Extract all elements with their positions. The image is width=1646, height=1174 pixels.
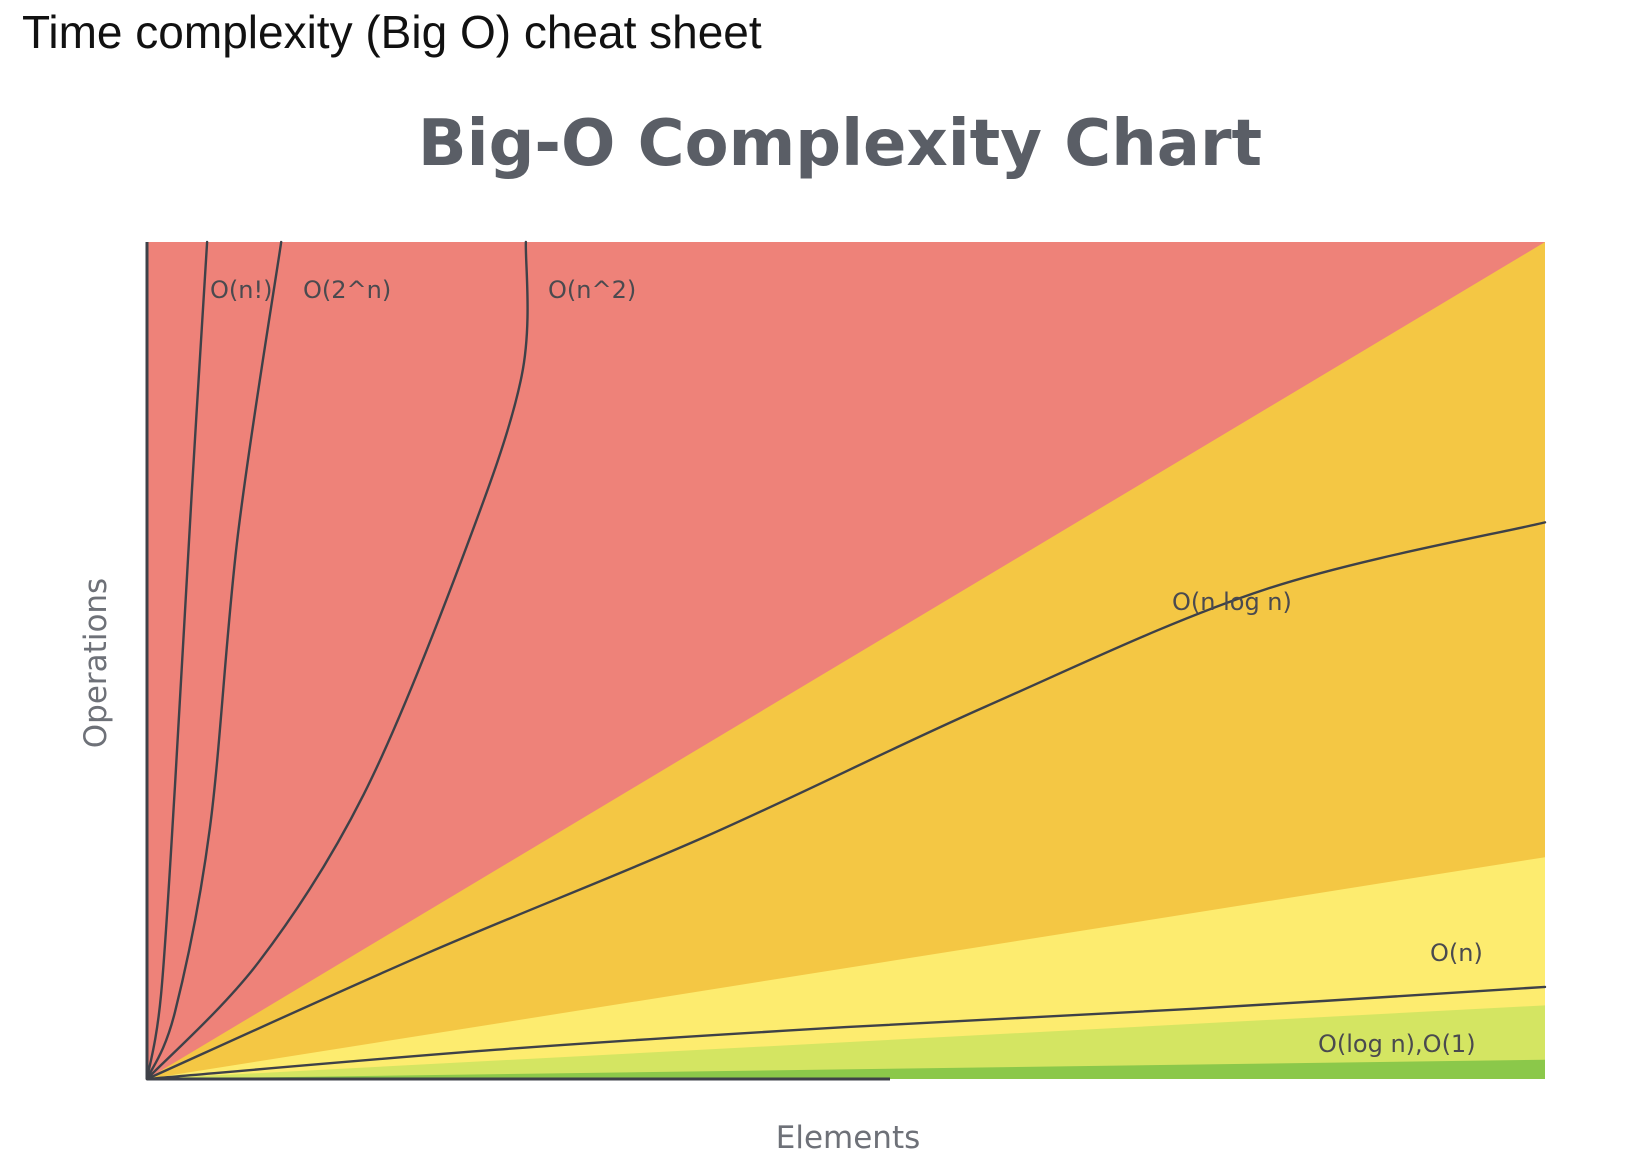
curve-labels: O(n!) O(2^n) O(n^2) O(n log n) O(n) O(lo… (210, 276, 1483, 1058)
y-axis-label: Operations (78, 578, 114, 748)
curve-o-n (145, 240, 209, 1081)
complexity-zones (147, 242, 1545, 1079)
label-logarithmic-constant: O(log n),O(1) (1318, 1030, 1476, 1058)
zone-fair (147, 857, 1545, 1079)
label-exponential: O(2^n) (303, 276, 391, 304)
label-quadratic: O(n^2) (548, 276, 636, 304)
zone-bad (147, 242, 1545, 1079)
curve-o-n-log-n (145, 521, 1547, 1081)
page-heading: Time complexity (Big O) cheat sheet (22, 6, 762, 58)
zone-good (147, 1005, 1545, 1079)
label-factorial: O(n!) (210, 276, 272, 304)
curve-o-n-2 (145, 240, 529, 1081)
curve-o-n (145, 985, 1547, 1081)
label-linear: O(n) (1430, 939, 1483, 967)
curve-o-2-n (145, 240, 283, 1081)
x-axis-label: Elements (776, 1120, 921, 1156)
chart-axes (145, 242, 890, 1081)
complexity-curves (145, 240, 1547, 1081)
zone-excellent (147, 1059, 1545, 1079)
label-linearithmic: O(n log n) (1172, 588, 1292, 616)
chart-title: Big-O Complexity Chart (418, 107, 1262, 181)
